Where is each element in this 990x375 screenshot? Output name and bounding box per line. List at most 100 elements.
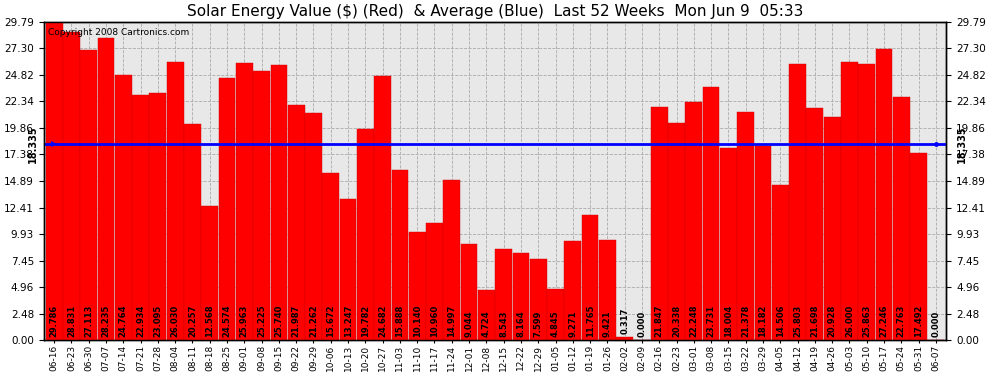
Text: 0.000: 0.000: [932, 311, 940, 337]
Bar: [409, 232, 426, 340]
Bar: [133, 95, 148, 340]
Text: 13.247: 13.247: [344, 305, 352, 337]
Text: 9.271: 9.271: [568, 311, 577, 337]
Bar: [720, 148, 737, 340]
Bar: [236, 63, 252, 340]
Text: 25.863: 25.863: [862, 305, 871, 337]
Bar: [564, 241, 581, 340]
Bar: [323, 173, 340, 340]
Text: 20.257: 20.257: [188, 305, 197, 337]
Bar: [253, 70, 270, 340]
Bar: [875, 49, 892, 340]
Bar: [184, 124, 201, 340]
Text: 25.803: 25.803: [793, 305, 802, 337]
Text: 23.731: 23.731: [707, 305, 716, 337]
Text: 22.763: 22.763: [897, 305, 906, 337]
Text: 18.335: 18.335: [957, 126, 967, 163]
Bar: [547, 289, 564, 340]
Bar: [46, 22, 62, 340]
Bar: [80, 50, 97, 340]
Text: 26.030: 26.030: [170, 305, 179, 337]
Text: 28.831: 28.831: [67, 305, 76, 337]
Bar: [63, 32, 80, 340]
Bar: [858, 64, 875, 340]
Bar: [842, 62, 857, 340]
Text: 21.987: 21.987: [292, 305, 301, 337]
Title: Solar Energy Value ($) (Red)  & Average (Blue)  Last 52 Weeks  Mon Jun 9  05:33: Solar Energy Value ($) (Red) & Average (…: [187, 4, 803, 19]
Text: 11.765: 11.765: [586, 305, 595, 337]
Bar: [668, 123, 685, 340]
Text: 24.764: 24.764: [119, 305, 128, 337]
Bar: [513, 253, 530, 340]
Text: 22.934: 22.934: [136, 305, 146, 337]
Text: 27.113: 27.113: [84, 305, 93, 337]
Text: Copyright 2008 Cartronics.com: Copyright 2008 Cartronics.com: [49, 28, 189, 37]
Bar: [270, 65, 287, 341]
Text: 25.740: 25.740: [274, 305, 283, 337]
Text: 10.140: 10.140: [413, 305, 422, 337]
Text: 8.543: 8.543: [499, 311, 508, 337]
Bar: [530, 259, 546, 340]
Text: 14.997: 14.997: [447, 305, 456, 337]
Text: 28.235: 28.235: [102, 305, 111, 337]
Bar: [460, 244, 477, 340]
Bar: [685, 102, 702, 340]
Bar: [910, 153, 927, 340]
Bar: [807, 108, 824, 340]
Bar: [495, 249, 512, 340]
Text: 23.095: 23.095: [153, 305, 162, 337]
Text: 4.724: 4.724: [482, 310, 491, 337]
Text: 9.044: 9.044: [464, 311, 473, 337]
Text: 25.225: 25.225: [257, 304, 266, 337]
Bar: [617, 337, 633, 340]
Bar: [426, 223, 443, 340]
Bar: [288, 105, 305, 340]
Text: 18.182: 18.182: [758, 305, 767, 337]
Bar: [599, 240, 616, 340]
Bar: [357, 129, 373, 340]
Bar: [219, 78, 236, 340]
Bar: [201, 206, 218, 340]
Text: 29.786: 29.786: [50, 305, 58, 337]
Bar: [340, 199, 356, 340]
Bar: [754, 146, 771, 340]
Text: 21.262: 21.262: [309, 304, 318, 337]
Text: 18.335: 18.335: [29, 126, 39, 163]
Text: 17.492: 17.492: [914, 305, 923, 337]
Bar: [650, 107, 667, 340]
Text: 21.698: 21.698: [811, 305, 820, 337]
Bar: [149, 93, 166, 340]
Text: 21.847: 21.847: [654, 305, 663, 337]
Text: 26.000: 26.000: [844, 305, 854, 337]
Text: 10.960: 10.960: [430, 305, 439, 337]
Bar: [166, 62, 183, 340]
Text: 27.246: 27.246: [879, 305, 888, 337]
Bar: [391, 171, 408, 340]
Text: 22.248: 22.248: [689, 305, 698, 337]
Text: 18.004: 18.004: [724, 305, 733, 337]
Bar: [738, 112, 754, 340]
Bar: [772, 185, 789, 340]
Bar: [374, 76, 391, 340]
Bar: [478, 290, 495, 340]
Bar: [98, 38, 115, 340]
Text: 24.682: 24.682: [378, 305, 387, 337]
Bar: [305, 113, 322, 340]
Text: 15.672: 15.672: [327, 305, 336, 337]
Text: 21.378: 21.378: [742, 305, 750, 337]
Bar: [893, 97, 910, 340]
Text: 24.574: 24.574: [223, 305, 232, 337]
Text: 20.338: 20.338: [672, 305, 681, 337]
Text: 15.888: 15.888: [395, 305, 404, 337]
Text: 20.928: 20.928: [828, 305, 837, 337]
Text: 8.164: 8.164: [517, 310, 526, 337]
Text: 9.421: 9.421: [603, 310, 612, 337]
Text: 12.568: 12.568: [205, 305, 214, 337]
Bar: [115, 75, 132, 340]
Text: 14.506: 14.506: [776, 305, 785, 337]
Bar: [824, 117, 841, 340]
Text: 0.317: 0.317: [620, 308, 630, 334]
Bar: [703, 87, 720, 340]
Text: 4.845: 4.845: [551, 310, 560, 337]
Text: 19.782: 19.782: [360, 305, 370, 337]
